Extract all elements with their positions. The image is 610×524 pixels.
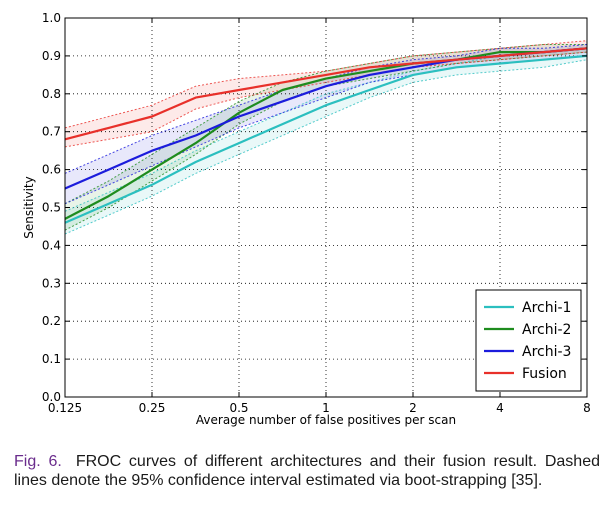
fusion-ci-lower xyxy=(64,51,588,148)
axis-ticks: 0.125 0.25 0.5 1 2 4 8 0.0 0.1 0.2 0.3 0.4 0.5 0.6 0.7… xyxy=(42,11,591,415)
x-axis-label: Average number of false positives per sc… xyxy=(196,413,456,427)
archi-1-line xyxy=(64,54,588,224)
y-tick-label: 0.4 xyxy=(42,238,61,252)
y-tick-label: 0.7 xyxy=(42,125,61,139)
x-tick-label: 0.25 xyxy=(139,401,166,415)
y-tick-label: 1.0 xyxy=(42,11,61,25)
archi-2-ci-lower xyxy=(64,51,588,231)
legend-label-fusion: Fusion xyxy=(522,366,567,382)
confidence-bands xyxy=(65,40,587,234)
legend-label-archi-2: Archi-2 xyxy=(522,322,571,338)
legend: Archi-1 Archi-2 Archi-3 Fusion xyxy=(475,289,582,392)
y-tick-label: 0.3 xyxy=(42,276,61,290)
x-tick-label: 0.125 xyxy=(48,401,82,415)
y-tick-label: 0.1 xyxy=(42,352,61,366)
fusion-line xyxy=(64,47,588,141)
froc-chart: 0.125 0.25 0.5 1 2 4 8 0.0 0.1 0.2 0.3 0.4 0.5 0.6 0.7… xyxy=(22,11,591,427)
y-tick-label: 0.5 xyxy=(42,201,61,215)
archi-3-ci-lower xyxy=(64,55,588,205)
figure-label: Fig. 6. xyxy=(14,453,62,470)
series-lines xyxy=(64,47,588,224)
x-tick-label: 0.5 xyxy=(229,401,248,415)
y-axis-label: Sensitivity xyxy=(22,176,36,238)
caption-text: FROC curves of different architectures a… xyxy=(14,453,601,489)
x-tick-label: 4 xyxy=(496,401,504,415)
y-tick-label: 0.9 xyxy=(42,49,61,63)
x-tick-label: 8 xyxy=(583,401,591,415)
legend-label-archi-1: Archi-1 xyxy=(522,300,571,316)
y-tick-label: 0.0 xyxy=(42,390,61,404)
x-tick-label: 2 xyxy=(409,401,417,415)
archi-1-ci-band xyxy=(65,48,587,234)
archi-2-ci-band xyxy=(65,44,587,231)
fusion-ci-upper xyxy=(64,40,588,129)
grid-lines xyxy=(65,18,587,397)
figure-caption: Fig. 6. FROC curves of different architec… xyxy=(14,452,600,490)
archi-2-line xyxy=(64,47,588,220)
y-tick-label: 0.2 xyxy=(42,314,61,328)
y-tick-label: 0.6 xyxy=(42,163,61,177)
x-tick-label: 1 xyxy=(322,401,330,415)
legend-label-archi-3: Archi-3 xyxy=(522,344,571,360)
y-tick-label: 0.8 xyxy=(42,87,61,101)
